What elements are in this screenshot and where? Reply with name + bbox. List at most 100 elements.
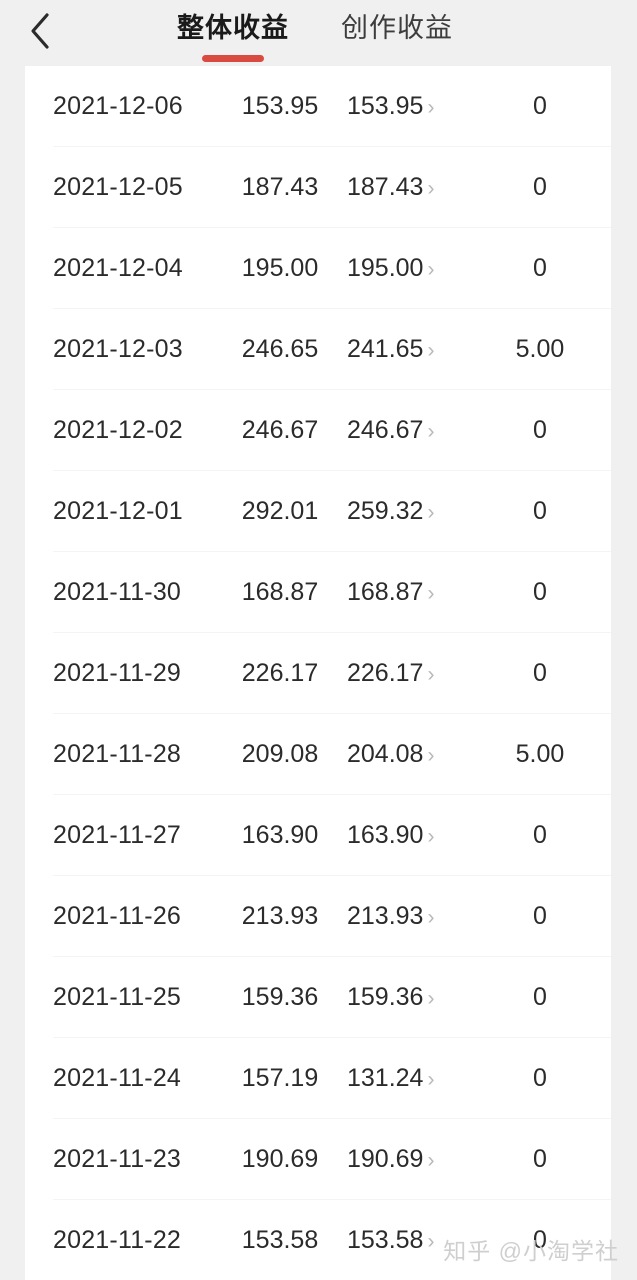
row-other-earnings: 0 [533, 821, 547, 849]
row-other-earnings: 0 [533, 92, 547, 120]
row-creation-earnings[interactable]: 131.24 › [347, 1064, 475, 1093]
table-row[interactable]: 2021-11-26 213.93 213.93 › 0 [25, 876, 611, 957]
row-creation-earnings-value: 246.67 [347, 416, 424, 444]
tab-overall-earnings[interactable]: 整体收益 [175, 8, 291, 62]
row-other-earnings: 0 [533, 173, 547, 201]
row-creation-earnings-value: 131.24 [347, 1064, 424, 1092]
chevron-right-icon: › [427, 1230, 435, 1253]
row-other-earnings: 0 [533, 983, 547, 1011]
chevron-left-icon [27, 11, 53, 51]
row-date: 2021-11-27 [53, 821, 182, 849]
row-date: 2021-12-02 [53, 416, 183, 444]
row-creation-earnings[interactable]: 241.65 › [347, 335, 475, 364]
row-date: 2021-12-06 [53, 92, 183, 120]
row-creation-earnings-value: 259.32 [347, 497, 424, 525]
table-row[interactable]: 2021-12-04 195.00 195.00 › 0 [25, 228, 611, 309]
row-other-earnings: 0 [533, 1145, 547, 1173]
row-creation-earnings[interactable]: 213.93 › [347, 902, 475, 931]
chevron-right-icon: › [427, 906, 435, 929]
back-button[interactable] [14, 6, 66, 56]
row-date: 2021-11-29 [53, 659, 182, 687]
tab-creation-earnings[interactable]: 创作收益 [339, 8, 455, 48]
row-total-earnings: 246.67 [241, 416, 319, 444]
row-creation-earnings[interactable]: 226.17 › [347, 659, 475, 688]
row-date: 2021-11-26 [53, 902, 182, 930]
row-total-earnings: 195.00 [241, 254, 319, 282]
chevron-right-icon: › [427, 339, 435, 362]
chevron-right-icon: › [427, 177, 435, 200]
row-creation-earnings-value: 195.00 [347, 254, 424, 282]
tab-bar: 整体收益 创作收益 [175, 8, 455, 62]
row-date: 2021-11-24 [53, 1064, 182, 1092]
row-creation-earnings-value: 204.08 [347, 740, 424, 768]
row-other-earnings: 0 [533, 497, 547, 525]
table-row[interactable]: 2021-11-25 159.36 159.36 › 0 [25, 957, 611, 1038]
tab-creation-earnings-label: 创作收益 [341, 13, 453, 43]
row-other-earnings: 0 [533, 659, 547, 687]
table-row[interactable]: 2021-11-30 168.87 168.87 › 0 [25, 552, 611, 633]
row-total-earnings: 159.36 [241, 983, 319, 1011]
row-date: 2021-11-22 [53, 1226, 182, 1254]
row-other-earnings: 0 [533, 578, 547, 606]
table-row[interactable]: 2021-12-05 187.43 187.43 › 0 [25, 147, 611, 228]
row-creation-earnings[interactable]: 190.69 › [347, 1145, 475, 1174]
row-date: 2021-12-05 [53, 173, 183, 201]
chevron-right-icon: › [427, 987, 435, 1010]
row-date: 2021-12-03 [53, 335, 183, 363]
row-creation-earnings[interactable]: 153.58 › [347, 1226, 475, 1255]
row-creation-earnings[interactable]: 204.08 › [347, 740, 475, 769]
row-creation-earnings-value: 190.69 [347, 1145, 424, 1173]
row-total-earnings: 153.58 [241, 1226, 319, 1254]
chevron-right-icon: › [427, 825, 435, 848]
table-row[interactable]: 2021-11-27 163.90 163.90 › 0 [25, 795, 611, 876]
chevron-right-icon: › [427, 258, 435, 281]
row-creation-earnings-value: 226.17 [347, 659, 424, 687]
table-row[interactable]: 2021-12-06 153.95 153.95 › 0 [25, 66, 611, 147]
row-date: 2021-12-04 [53, 254, 183, 282]
chevron-right-icon: › [427, 96, 435, 119]
row-creation-earnings[interactable]: 168.87 › [347, 578, 475, 607]
row-total-earnings: 213.93 [241, 902, 319, 930]
row-total-earnings: 157.19 [241, 1064, 319, 1092]
chevron-right-icon: › [427, 501, 435, 524]
row-date: 2021-12-01 [53, 497, 183, 525]
row-other-earnings: 5.00 [515, 335, 565, 363]
row-creation-earnings[interactable]: 195.00 › [347, 254, 475, 283]
table-row[interactable]: 2021-11-28 209.08 204.08 › 5.00 [25, 714, 611, 795]
chevron-right-icon: › [427, 420, 435, 443]
row-creation-earnings-value: 163.90 [347, 821, 424, 849]
table-row[interactable]: 2021-11-29 226.17 226.17 › 0 [25, 633, 611, 714]
row-creation-earnings[interactable]: 153.95 › [347, 92, 475, 121]
chevron-right-icon: › [427, 582, 435, 605]
row-creation-earnings-value: 213.93 [347, 902, 424, 930]
row-other-earnings: 0 [533, 902, 547, 930]
row-other-earnings: 0 [533, 1226, 547, 1254]
table-row[interactable]: 2021-12-03 246.65 241.65 › 5.00 [25, 309, 611, 390]
table-row[interactable]: 2021-11-24 157.19 131.24 › 0 [25, 1038, 611, 1119]
table-row[interactable]: 2021-11-23 190.69 190.69 › 0 [25, 1119, 611, 1200]
chevron-right-icon: › [427, 1068, 435, 1091]
row-total-earnings: 226.17 [241, 659, 319, 687]
row-other-earnings: 0 [533, 416, 547, 444]
row-creation-earnings[interactable]: 246.67 › [347, 416, 475, 445]
table-row[interactable]: 2021-12-01 292.01 259.32 › 0 [25, 471, 611, 552]
row-creation-earnings[interactable]: 159.36 › [347, 983, 475, 1012]
table-row[interactable]: 2021-12-02 246.67 246.67 › 0 [25, 390, 611, 471]
row-total-earnings: 153.95 [241, 92, 319, 120]
row-total-earnings: 163.90 [241, 821, 319, 849]
chevron-right-icon: › [427, 1149, 435, 1172]
row-creation-earnings-value: 159.36 [347, 983, 424, 1011]
row-creation-earnings[interactable]: 259.32 › [347, 497, 475, 526]
row-date: 2021-11-28 [53, 740, 182, 768]
row-creation-earnings-value: 168.87 [347, 578, 424, 606]
row-date: 2021-11-23 [53, 1145, 182, 1173]
earnings-table: 2021-12-06 153.95 153.95 › 0 2021-12-05 187.43… [25, 66, 611, 1280]
row-creation-earnings[interactable]: 187.43 › [347, 173, 475, 202]
row-creation-earnings[interactable]: 163.90 › [347, 821, 475, 850]
row-total-earnings: 292.01 [241, 497, 319, 525]
row-total-earnings: 209.08 [241, 740, 319, 768]
row-other-earnings: 0 [533, 1064, 547, 1092]
table-row[interactable]: 2021-11-22 153.58 153.58 › 0 [25, 1200, 611, 1280]
row-total-earnings: 190.69 [241, 1145, 319, 1173]
